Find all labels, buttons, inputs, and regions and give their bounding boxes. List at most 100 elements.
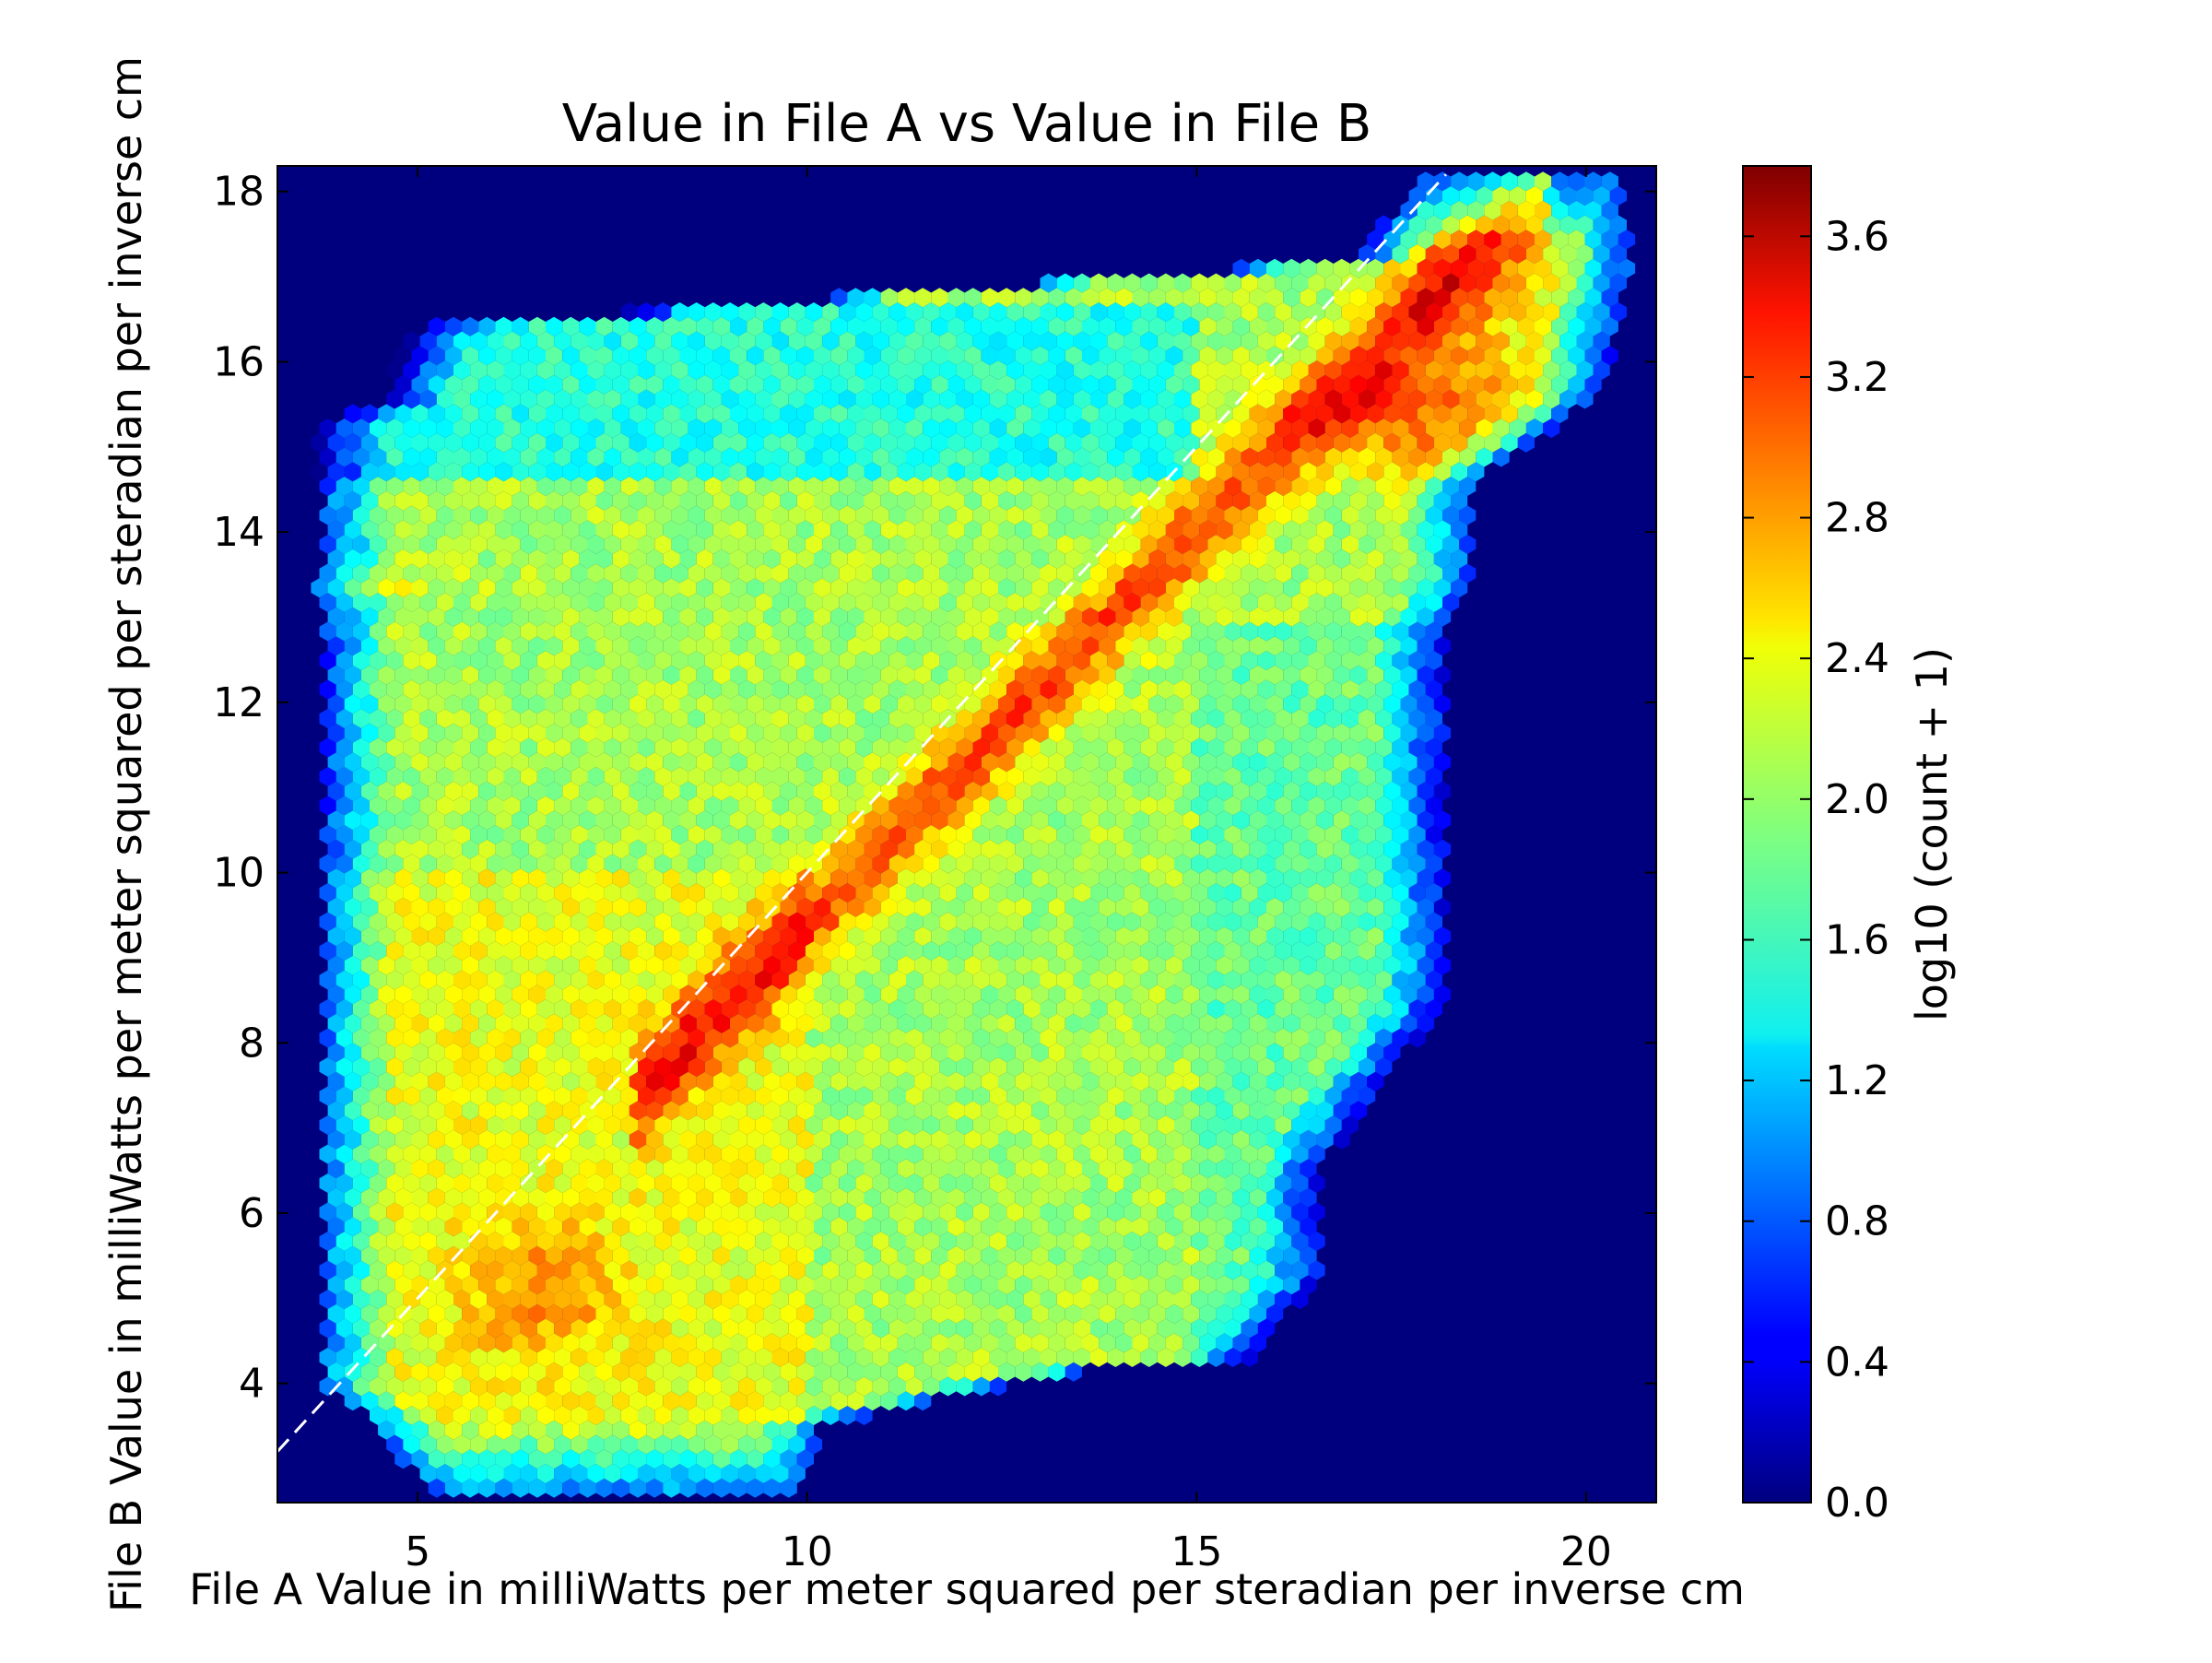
hexbin-cell: [738, 1174, 756, 1193]
hexbin-cell: [478, 926, 496, 947]
hexbin-cell: [654, 1434, 672, 1455]
hexbin-cell: [888, 825, 906, 844]
hexbin-cell: [712, 868, 730, 889]
hexbin-cell: [453, 1290, 471, 1309]
hexbin-cell: [503, 912, 521, 932]
hexbin-cell: [1224, 854, 1241, 874]
hexbin-cell: [554, 999, 571, 1019]
hexbin-cell: [1316, 868, 1334, 889]
hexbin-cell: [1291, 1290, 1309, 1309]
hexbin-cell: [671, 883, 688, 902]
hexbin-cell: [1090, 825, 1108, 844]
hexbin-cell: [344, 926, 361, 947]
hexbin-cell: [780, 1275, 797, 1295]
hexbin-cell: [964, 1043, 982, 1063]
hexbin-cell: [638, 1290, 655, 1309]
hexbin-cell: [704, 1028, 722, 1048]
hexbin-cell: [403, 1202, 420, 1222]
hexbin-cell: [1216, 897, 1233, 917]
hexbin-cell: [998, 1303, 1016, 1324]
hexbin-cell: [1224, 1318, 1241, 1339]
hexbin-cell: [972, 1202, 990, 1222]
hexbin-cell: [1065, 1187, 1082, 1208]
hexbin-cell: [755, 1115, 772, 1135]
hexbin-cell: [738, 999, 756, 1019]
hexbin-cell: [663, 868, 680, 889]
hexbin-cell: [503, 1406, 521, 1425]
hexbin-cell: [906, 1028, 924, 1048]
hexbin-cell: [1174, 1348, 1192, 1367]
hexbin-cell: [386, 912, 404, 932]
hexbin-cell: [1157, 1348, 1174, 1367]
hexbin-cell: [604, 1174, 621, 1193]
hexbin-cell: [755, 1318, 772, 1339]
hexbin-cell: [386, 970, 404, 990]
hexbin-cell: [763, 897, 781, 917]
hexbin-cell: [939, 883, 957, 902]
hexbin-cell: [503, 1318, 521, 1339]
hexbin-cell: [771, 1260, 789, 1280]
hexbin-cell: [520, 912, 537, 932]
hexbin-cell: [864, 1159, 881, 1179]
hexbin-cell: [436, 883, 453, 902]
hexbin-cell: [1140, 854, 1158, 874]
hexbin-cell: [554, 1232, 571, 1251]
hexbin-cell: [428, 1245, 445, 1266]
hexbin-cell: [444, 868, 463, 889]
hexbin-cell: [747, 1101, 764, 1121]
hexbin-cell: [822, 1202, 840, 1222]
hexbin-cell: [1148, 1159, 1166, 1179]
hexbin-cell: [1174, 825, 1192, 844]
hexbin-cell: [587, 1318, 605, 1339]
hexbin-cell: [1300, 868, 1317, 889]
hexbin-cell: [360, 1013, 379, 1033]
hexbin-cell: [998, 1043, 1016, 1063]
hexbin-cell: [495, 868, 512, 889]
hexbin-cell: [1224, 1057, 1241, 1077]
hexbin-cell: [638, 1086, 655, 1106]
hexbin-cell: [814, 1391, 831, 1411]
hexbin-cell: [796, 1449, 814, 1469]
hexbin-cell: [546, 1362, 563, 1382]
hexbin-cell: [546, 1101, 563, 1121]
hexbin-cell: [495, 1245, 512, 1266]
hexbin-cell: [1006, 1115, 1024, 1135]
hexbin-cell: [478, 1420, 496, 1440]
hexbin-cell: [939, 1232, 957, 1251]
hexbin-cell: [595, 955, 613, 975]
hexbin-cell: [1090, 1028, 1108, 1048]
hexbin-cell: [796, 1333, 814, 1353]
hexbin-cell: [503, 1174, 521, 1193]
hexbin-cell: [721, 1086, 739, 1106]
hexbin-cell: [386, 1057, 404, 1077]
hexbin-cell: [972, 1232, 990, 1251]
hexbin-cell: [1300, 955, 1317, 975]
hexbin-cell: [1232, 839, 1250, 859]
hexbin-cell: [1257, 1290, 1276, 1309]
hexbin-cell: [1241, 825, 1258, 844]
hexbin-cell: [562, 1478, 580, 1498]
hexbin-cell: [370, 1174, 387, 1193]
hexbin-cell: [1224, 1290, 1241, 1309]
hexbin-cell: [679, 1478, 697, 1498]
hexbin-cell: [638, 825, 655, 844]
hexbin-cell: [947, 1245, 965, 1266]
hexbin-cell: [562, 868, 580, 889]
hexbin-cell: [704, 1057, 722, 1077]
hexbin-cell: [738, 1115, 756, 1135]
hexbin-cell: [554, 1406, 571, 1425]
hexbin-cell: [503, 1028, 521, 1048]
hexbin-cell: [536, 1232, 555, 1251]
hexbin-cell: [872, 1174, 889, 1193]
hexbin-cell: [1132, 926, 1149, 947]
hexbin-cell: [1216, 955, 1233, 975]
hexbin-cell: [671, 854, 688, 874]
hexbin-cell: [1107, 1144, 1124, 1164]
hexbin-cell: [646, 1101, 664, 1121]
hexbin-cell: [696, 926, 713, 947]
hexbin-cell: [822, 1086, 840, 1106]
hexbin-cell: [696, 1333, 713, 1353]
hexbin-cell: [503, 999, 521, 1019]
hexbin-cell: [453, 1260, 471, 1280]
hexbin-cell: [411, 1043, 429, 1063]
